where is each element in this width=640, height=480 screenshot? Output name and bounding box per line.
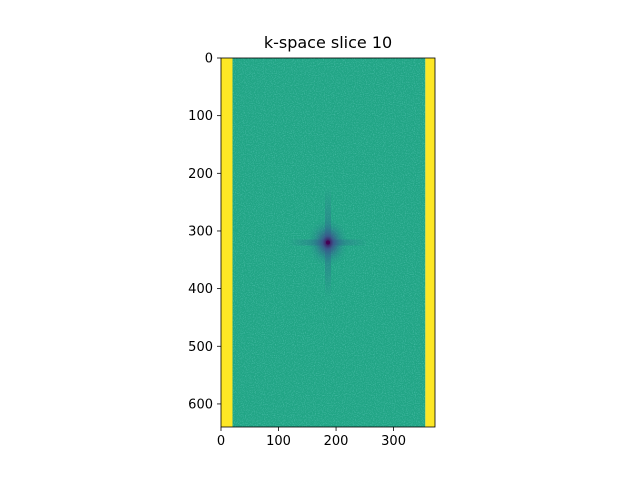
plot-area <box>220 57 436 428</box>
axes-frame <box>220 57 436 428</box>
right-padding-band <box>425 58 435 427</box>
y-tick-label: 200 <box>188 167 213 182</box>
y-tick-label: 400 <box>188 282 213 297</box>
y-tick-label: 0 <box>205 52 213 67</box>
center-peak <box>326 240 330 245</box>
y-tick-label: 300 <box>188 224 213 239</box>
x-tick-label: 300 <box>381 434 406 449</box>
y-axis: 0 100 200 300 400 500 600 <box>188 52 221 412</box>
x-tick-label: 200 <box>324 434 349 449</box>
x-tick-label: 100 <box>266 434 291 449</box>
x-tick-label: 0 <box>217 434 225 449</box>
y-tick-label: 600 <box>188 397 213 412</box>
y-tick-label: 100 <box>188 109 213 124</box>
x-axis: 0 100 200 300 <box>217 427 406 449</box>
left-padding-band <box>221 58 233 427</box>
chart-title: k-space slice 10 <box>264 33 392 52</box>
y-tick-label: 500 <box>188 340 213 355</box>
